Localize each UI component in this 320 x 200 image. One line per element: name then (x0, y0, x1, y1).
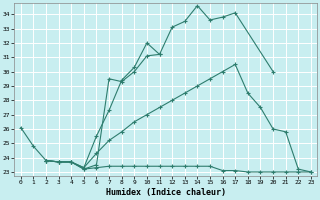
X-axis label: Humidex (Indice chaleur): Humidex (Indice chaleur) (106, 188, 226, 197)
